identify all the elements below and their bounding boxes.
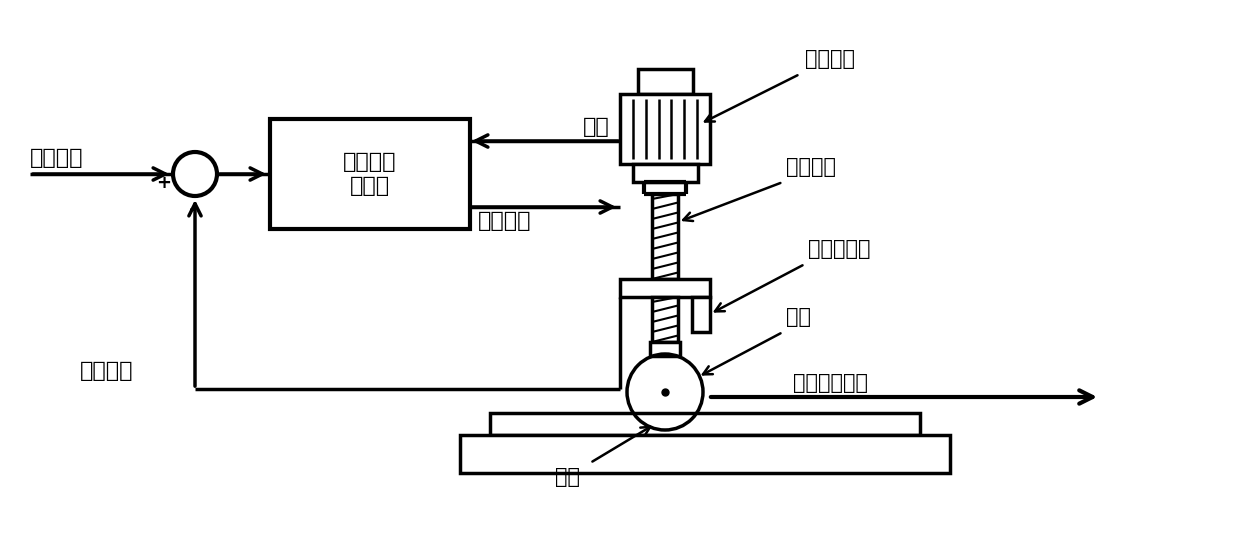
Bar: [692, 297, 711, 332]
Bar: [270, 119, 470, 229]
Text: 伺服电机: 伺服电机: [805, 49, 856, 69]
Text: 压力指令: 压力指令: [30, 148, 83, 168]
Text: 伺服压力
驱动器: 伺服压力 驱动器: [343, 152, 397, 195]
Bar: [650, 342, 680, 356]
Text: 压力传感器: 压力传感器: [808, 239, 870, 259]
Text: 丝杆模组: 丝杆模组: [786, 157, 836, 177]
Bar: [460, 435, 950, 473]
Text: -: -: [188, 200, 197, 219]
Bar: [652, 297, 678, 342]
Bar: [639, 69, 693, 94]
Text: 位置: 位置: [583, 117, 610, 137]
Bar: [632, 164, 698, 182]
Text: 滚轮: 滚轮: [786, 307, 811, 327]
Text: +: +: [156, 174, 171, 192]
Text: 工件: 工件: [556, 467, 580, 487]
Bar: [652, 194, 678, 279]
Text: 反馈压力: 反馈压力: [81, 361, 134, 381]
Text: 滚轮滚压方向: 滚轮滚压方向: [794, 373, 868, 393]
Bar: [620, 279, 711, 297]
Text: 控制电压: 控制电压: [477, 211, 532, 231]
Bar: [620, 94, 711, 164]
Bar: [490, 413, 920, 435]
